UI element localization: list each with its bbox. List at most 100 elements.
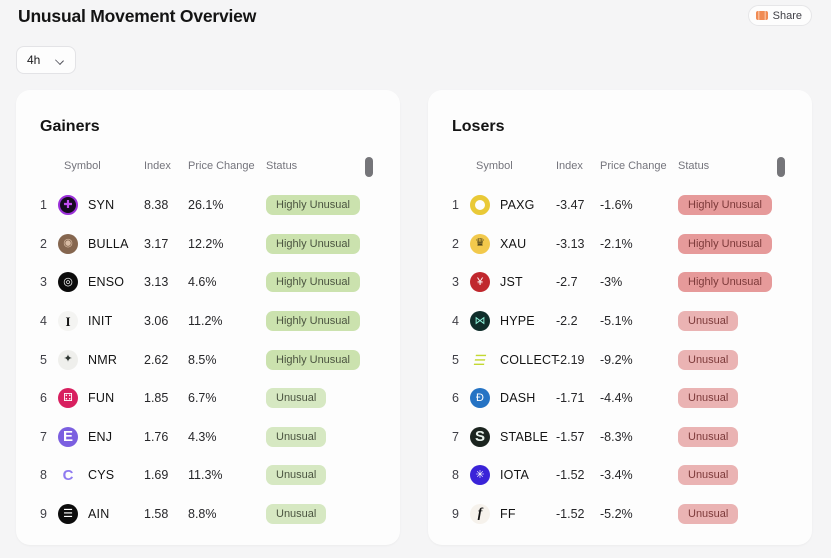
- price-change-cell: 12.2%: [188, 236, 224, 251]
- token-icon-cell: ¥: [470, 272, 500, 293]
- token-icon-cell: I: [58, 311, 88, 332]
- symbol-cell: FF: [500, 507, 516, 522]
- price-change-cell: 8.8%: [188, 507, 217, 522]
- token-icon-cell: ☰: [470, 350, 500, 370]
- fun-token-icon: ⚃: [58, 388, 78, 409]
- symbol-cell: ENJ: [88, 429, 113, 444]
- table-row[interactable]: 6 Ð DASH -1.71 -4.4% Unusual: [452, 379, 788, 418]
- table-row[interactable]: 6 ⚃ FUN 1.85 6.7% Unusual: [40, 379, 376, 418]
- column-header-symbol: Symbol: [64, 160, 101, 172]
- symbol-cell: SYN: [88, 198, 115, 213]
- losers-panel-title: Losers: [452, 118, 505, 135]
- token-icon-cell: E: [58, 426, 88, 447]
- index-cell: -3.47: [556, 198, 585, 213]
- index-cell: -2.2: [556, 314, 578, 329]
- table-row[interactable]: 5 ✦ NMR 2.62 8.5% Highly Unusual: [40, 340, 376, 379]
- gainers-table-body: 1 ✚ SYN 8.38 26.1% Highly Unusual 2 ◉ BULLA 3.17 1…: [40, 186, 376, 533]
- token-icon-cell: S: [470, 426, 500, 447]
- symbol-cell: IOTA: [500, 468, 530, 483]
- price-change-cell: -5.2%: [600, 507, 633, 522]
- symbol-cell: XAU: [500, 236, 527, 251]
- scrollbar-thumb[interactable]: [777, 157, 785, 177]
- status-cell: Highly Unusual: [266, 311, 376, 332]
- table-row[interactable]: 3 ◎ ENSO 3.13 4.6% Highly Unusual: [40, 263, 376, 302]
- index-cell: -3.13: [556, 236, 585, 251]
- token-icon-cell: [470, 195, 500, 216]
- dash-token-icon: Ð: [470, 388, 490, 409]
- table-row[interactable]: 8 ✳ IOTA -1.52 -3.4% Unusual: [452, 456, 788, 495]
- collect-token-icon: ☰: [472, 351, 488, 368]
- token-icon-cell: ◉: [58, 233, 88, 254]
- table-row[interactable]: 7 S STABLE -1.57 -8.3% Unusual: [452, 418, 788, 457]
- rank-cell: 2: [40, 236, 47, 251]
- share-icon: [755, 11, 768, 20]
- token-icon-cell: ◎: [58, 272, 88, 293]
- token-icon-cell: ⚃: [58, 388, 88, 409]
- table-row[interactable]: 2 ◉ BULLA 3.17 12.2% Highly Unusual: [40, 225, 376, 264]
- token-icon-cell: ✦: [58, 349, 88, 370]
- status-cell: Unusual: [678, 349, 788, 370]
- price-change-cell: 6.7%: [188, 391, 217, 406]
- index-cell: -2.7: [556, 275, 578, 290]
- table-row[interactable]: 7 E ENJ 1.76 4.3% Unusual: [40, 418, 376, 457]
- rank-cell: 4: [40, 314, 47, 329]
- iota-token-icon: ✳: [470, 465, 490, 486]
- price-change-cell: -2.1%: [600, 236, 633, 251]
- status-badge: Unusual: [678, 388, 739, 409]
- table-row[interactable]: 1 PAXG -3.47 -1.6% Highly Unusual: [452, 186, 788, 225]
- table-row[interactable]: 9 f FF -1.52 -5.2% Unusual: [452, 495, 788, 534]
- table-row[interactable]: 8 C CYS 1.69 11.3% Unusual: [40, 456, 376, 495]
- index-cell: 3.17: [144, 236, 169, 251]
- table-row[interactable]: 4 I INIT 3.06 11.2% Highly Unusual: [40, 302, 376, 341]
- status-cell: Highly Unusual: [678, 272, 788, 293]
- price-change-cell: -9.2%: [600, 352, 633, 367]
- table-row[interactable]: 5 ☰ COLLECT -2.19 -9.2% Unusual: [452, 340, 788, 379]
- price-change-cell: -8.3%: [600, 429, 633, 444]
- chevron-down-icon: [55, 57, 65, 63]
- column-header-price-change: Price Change: [188, 160, 255, 172]
- scrollbar-thumb[interactable]: [365, 157, 373, 177]
- token-icon-cell: ⋈: [470, 311, 500, 332]
- ain-token-icon: ☰: [58, 504, 78, 525]
- symbol-cell: FUN: [88, 391, 115, 406]
- table-row[interactable]: 4 ⋈ HYPE -2.2 -5.1% Unusual: [452, 302, 788, 341]
- ff-token-icon: f: [470, 504, 490, 525]
- table-row[interactable]: 1 ✚ SYN 8.38 26.1% Highly Unusual: [40, 186, 376, 225]
- rank-cell: 1: [40, 198, 47, 213]
- status-badge: Unusual: [266, 426, 327, 447]
- column-header-index: Index: [556, 160, 583, 172]
- symbol-cell: ENSO: [88, 275, 125, 290]
- status-cell: Highly Unusual: [266, 233, 376, 254]
- index-cell: 3.06: [144, 314, 169, 329]
- stable-token-icon: S: [470, 426, 490, 447]
- timeframe-dropdown[interactable]: 4h: [16, 46, 76, 74]
- jst-token-icon: ¥: [470, 272, 490, 293]
- index-cell: 2.62: [144, 352, 169, 367]
- status-badge: Unusual: [266, 465, 327, 486]
- syn-token-icon: ✚: [58, 195, 78, 216]
- nmr-token-icon: ✦: [58, 349, 78, 370]
- table-row[interactable]: 3 ¥ JST -2.7 -3% Highly Unusual: [452, 263, 788, 302]
- symbol-cell: AIN: [88, 507, 110, 522]
- table-row[interactable]: 9 ☰ AIN 1.58 8.8% Unusual: [40, 495, 376, 534]
- index-cell: 1.69: [144, 468, 169, 483]
- losers-panel: Losers Symbol Index Price Change Status …: [428, 90, 812, 545]
- token-icon-cell: C: [58, 465, 88, 485]
- page-title: Unusual Movement Overview: [18, 6, 257, 26]
- symbol-cell: CYS: [88, 468, 115, 483]
- symbol-cell: PAXG: [500, 198, 535, 213]
- index-cell: 3.13: [144, 275, 169, 290]
- share-button[interactable]: Share: [747, 5, 812, 26]
- rank-cell: 8: [452, 468, 459, 483]
- init-token-icon: I: [58, 311, 78, 332]
- rank-cell: 3: [452, 275, 459, 290]
- status-cell: Highly Unusual: [678, 195, 788, 216]
- table-row[interactable]: 2 ♛ XAU -3.13 -2.1% Highly Unusual: [452, 225, 788, 264]
- status-cell: Highly Unusual: [266, 272, 376, 293]
- status-cell: Unusual: [678, 388, 788, 409]
- price-change-cell: -3.4%: [600, 468, 633, 483]
- token-icon-cell: Ð: [470, 388, 500, 409]
- index-cell: 1.58: [144, 507, 169, 522]
- token-icon-cell: ☰: [58, 504, 88, 525]
- status-badge: Highly Unusual: [266, 272, 360, 293]
